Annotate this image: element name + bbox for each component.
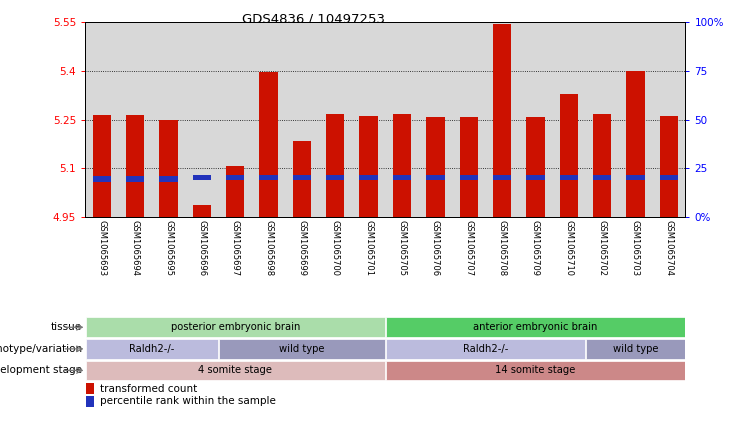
Text: development stage: development stage [0, 365, 82, 376]
Text: GSM1065706: GSM1065706 [431, 220, 440, 276]
Bar [526, 175, 545, 181]
Text: anterior embryonic brain: anterior embryonic brain [473, 322, 597, 332]
Text: genotype/variation: genotype/variation [0, 344, 82, 354]
Bar [559, 175, 578, 181]
Bar [459, 117, 478, 217]
Bar [159, 176, 178, 182]
Text: GSM1065693: GSM1065693 [97, 220, 107, 276]
Bar [86, 339, 218, 359]
Text: GSM1065701: GSM1065701 [364, 220, 373, 276]
Bar [659, 115, 678, 217]
Text: GSM1065708: GSM1065708 [497, 220, 507, 276]
Bar [386, 360, 685, 380]
Text: posterior embryonic brain: posterior embryonic brain [170, 322, 300, 332]
Bar [219, 339, 385, 359]
Bar [93, 115, 111, 217]
Text: GSM1065700: GSM1065700 [330, 220, 340, 276]
Bar [93, 176, 111, 182]
Text: GSM1065699: GSM1065699 [297, 220, 307, 276]
Bar [126, 115, 144, 217]
Text: GDS4836 / 10497253: GDS4836 / 10497253 [242, 12, 385, 25]
Bar [593, 175, 611, 181]
Bar [459, 175, 478, 181]
Text: transformed count: transformed count [99, 384, 197, 394]
Bar [193, 205, 211, 217]
Text: GSM1065696: GSM1065696 [197, 220, 207, 276]
Bar [159, 120, 178, 217]
Bar [559, 93, 578, 217]
Text: Raldh2-/-: Raldh2-/- [129, 344, 175, 354]
Text: 14 somite stage: 14 somite stage [495, 365, 576, 376]
Text: GSM1065704: GSM1065704 [664, 220, 674, 276]
Text: GSM1065698: GSM1065698 [264, 220, 273, 276]
Text: GSM1065697: GSM1065697 [230, 220, 240, 276]
Bar [626, 71, 645, 217]
Bar [426, 117, 445, 217]
Bar [126, 176, 144, 182]
Bar [426, 175, 445, 181]
Bar [393, 114, 411, 217]
Text: GSM1065709: GSM1065709 [531, 220, 540, 276]
Bar [626, 175, 645, 181]
Text: tissue: tissue [51, 322, 82, 332]
Bar [593, 114, 611, 217]
Bar [86, 317, 385, 337]
Bar [359, 175, 378, 181]
Text: GSM1065707: GSM1065707 [464, 220, 473, 276]
Text: GSM1065703: GSM1065703 [631, 220, 640, 276]
Text: percentile rank within the sample: percentile rank within the sample [99, 396, 276, 406]
Bar [326, 114, 345, 217]
Text: GSM1065694: GSM1065694 [130, 220, 140, 276]
Bar [293, 175, 311, 181]
Bar [86, 383, 93, 394]
Bar [586, 339, 685, 359]
Bar [393, 175, 411, 181]
Bar [526, 117, 545, 217]
Bar [386, 317, 685, 337]
Text: GSM1065695: GSM1065695 [164, 220, 173, 276]
Bar [226, 167, 245, 217]
Text: wild type: wild type [279, 344, 325, 354]
Text: GSM1065705: GSM1065705 [397, 220, 407, 276]
Bar [259, 175, 278, 181]
Text: GSM1065710: GSM1065710 [564, 220, 574, 276]
Bar [386, 339, 585, 359]
Bar [326, 175, 345, 181]
Bar [193, 175, 211, 180]
Text: Raldh2-/-: Raldh2-/- [462, 344, 508, 354]
Bar [226, 175, 245, 180]
Bar [493, 24, 511, 217]
Bar [659, 175, 678, 181]
Bar [86, 396, 93, 407]
Text: wild type: wild type [613, 344, 658, 354]
Text: GSM1065702: GSM1065702 [597, 220, 607, 276]
Bar [259, 72, 278, 217]
Bar [86, 360, 385, 380]
Bar [493, 175, 511, 181]
Bar [293, 140, 311, 217]
Bar [359, 116, 378, 217]
Text: 4 somite stage: 4 somite stage [199, 365, 272, 376]
